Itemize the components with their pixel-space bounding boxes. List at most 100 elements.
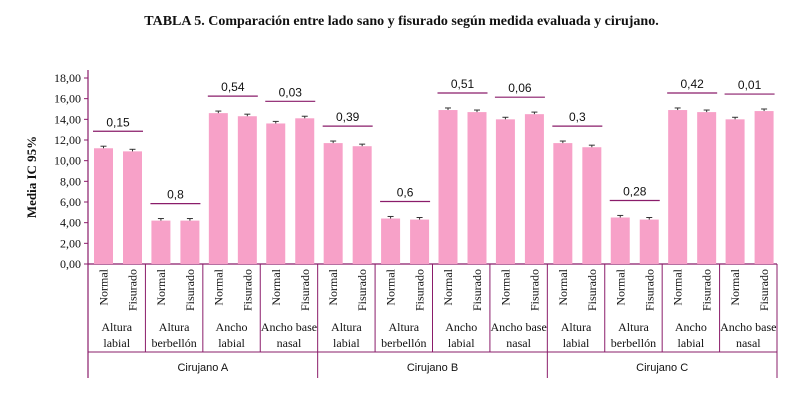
bar-label: Fisurado: [700, 269, 714, 311]
measure-label-line2: labial: [678, 336, 705, 350]
measure-label-line2: labial: [448, 336, 475, 350]
bar: [352, 146, 372, 264]
bar-label: Fisurado: [298, 269, 312, 311]
bar-label: Fisurado: [183, 269, 197, 311]
bar-label: Normal: [498, 268, 512, 305]
measure-label-line2: labial: [563, 336, 590, 350]
bar: [381, 218, 401, 264]
bar: [553, 143, 573, 264]
bar: [180, 220, 200, 264]
measure-label-line1: Altura: [101, 320, 132, 334]
bar-label: Normal: [671, 268, 685, 305]
p-value-label: 0,15: [106, 115, 130, 129]
bar-label: Normal: [154, 268, 168, 305]
measure-label-line2: labial: [103, 336, 130, 350]
measure-label-line2: berbellón: [381, 336, 426, 350]
measure-label-line2: labial: [218, 336, 245, 350]
measure-label-line2: nasal: [277, 336, 302, 350]
bar-label: Normal: [613, 268, 627, 305]
bar-label: Normal: [326, 268, 340, 305]
bar: [123, 151, 142, 264]
bar: [467, 112, 487, 264]
bar: [295, 118, 315, 264]
measure-label-line2: berbellón: [151, 336, 196, 350]
p-value-label: 0,3: [569, 110, 586, 124]
bar-label: Fisurado: [240, 269, 254, 311]
bar: [323, 143, 343, 264]
p-value-label: 0,01: [738, 78, 762, 92]
y-tick-label: 2,00: [60, 236, 81, 250]
measure-label-line1: Ancho: [675, 320, 707, 334]
bar-label: Normal: [211, 268, 225, 305]
bar: [754, 111, 774, 264]
bar: [582, 147, 602, 264]
p-value-label: 0,06: [508, 81, 532, 95]
p-value-label: 0,03: [279, 85, 303, 99]
bar-label: Fisurado: [470, 269, 484, 311]
p-value-label: 0,39: [336, 110, 360, 124]
measure-label-line1: Ancho base: [490, 320, 546, 334]
measure-label-line1: Altura: [388, 320, 419, 334]
measure-label-line1: Ancho: [445, 320, 477, 334]
y-tick-label: 4,00: [60, 216, 81, 230]
bar-label: Fisurado: [527, 269, 541, 311]
bar-label: Normal: [269, 268, 283, 305]
p-value-label: 0,6: [397, 186, 414, 200]
surgeon-label: Cirujano A: [177, 362, 228, 374]
measure-label-line2: nasal: [506, 336, 531, 350]
surgeon-label: Cirujano B: [407, 362, 458, 374]
measure-label-line1: Altura: [561, 320, 592, 334]
bar-label: Fisurado: [355, 269, 369, 311]
y-tick-label: 0,00: [60, 257, 81, 271]
bar: [495, 119, 515, 264]
y-tick-label: 6,00: [60, 195, 81, 209]
bar-label: Normal: [97, 268, 111, 305]
bar: [697, 112, 717, 264]
y-tick-label: 14,00: [54, 112, 81, 126]
surgeon-label: Cirujano C: [636, 362, 688, 374]
measure-label-line1: Ancho: [216, 320, 248, 334]
measure-label-line1: Altura: [618, 320, 649, 334]
measure-label-line1: Altura: [331, 320, 362, 334]
bar-label: Normal: [384, 268, 398, 305]
y-tick-label: 8,00: [60, 174, 81, 188]
bar: [438, 110, 458, 265]
bar-label: Fisurado: [642, 269, 656, 311]
bar: [94, 148, 113, 264]
bar: [151, 220, 171, 264]
bar: [639, 219, 659, 264]
bar-label: Fisurado: [585, 269, 599, 311]
bar-label: Fisurado: [126, 269, 140, 311]
measure-label-line1: Ancho base: [720, 320, 776, 334]
p-value-label: 0,51: [451, 77, 475, 91]
measure-label-line2: berbellón: [611, 336, 656, 350]
y-tick-label: 16,00: [54, 92, 81, 106]
p-value-label: 0,54: [221, 80, 245, 94]
bar: [208, 113, 228, 264]
y-tick-label: 18,00: [54, 71, 81, 85]
bar: [610, 217, 630, 264]
measure-label-line2: nasal: [736, 336, 761, 350]
y-axis-title: Media IC 95%: [24, 136, 39, 218]
y-tick-label: 10,00: [54, 154, 81, 168]
bar-label: Normal: [556, 268, 570, 305]
bar: [725, 119, 745, 264]
bar-label: Fisurado: [413, 269, 427, 311]
chart-title: TABLA 5. Comparación entre lado sano y f…: [144, 14, 659, 29]
measure-label-line1: Altura: [159, 320, 190, 334]
measure-label-line1: Ancho base: [261, 320, 317, 334]
measure-label-line2: labial: [333, 336, 360, 350]
bar: [524, 114, 544, 265]
bar: [410, 219, 430, 264]
y-tick-label: 12,00: [54, 133, 81, 147]
p-value-label: 0,42: [680, 77, 704, 91]
bar-label: Fisurado: [757, 269, 771, 311]
p-value-label: 0,8: [167, 188, 184, 202]
bar: [266, 123, 286, 264]
bar-label: Normal: [728, 268, 742, 305]
bar: [237, 116, 257, 264]
bar-label: Normal: [441, 268, 455, 305]
bar: [668, 110, 688, 265]
p-value-label: 0,28: [623, 185, 647, 199]
